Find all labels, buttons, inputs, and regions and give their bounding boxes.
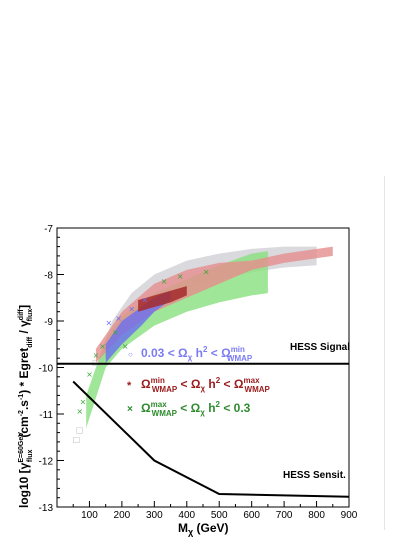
hess-signal-label: HESS Signal: [290, 342, 350, 353]
scatter-point-0: ×: [76, 407, 83, 416]
scatter-point-16: □: [92, 358, 100, 367]
x-tick-label-600: 600: [243, 510, 260, 521]
svg-text:×: ×: [127, 404, 133, 415]
data-band-3: [105, 290, 171, 363]
x-tick-label-200: 200: [114, 510, 131, 521]
y-tick-label--8: -8: [44, 271, 53, 282]
svg-text:○: ○: [128, 350, 133, 359]
x-tick-label-500: 500: [211, 510, 228, 521]
y-tick-label--10: -10: [39, 364, 54, 375]
x-tick-label-400: 400: [178, 510, 195, 521]
x-axis-ticks: 100 200 300 400 500 600 700 800 900: [72, 501, 358, 521]
data-band-4: [138, 286, 187, 312]
y-tick-label--11: -11: [39, 410, 53, 421]
legend-entry-1: ○ 0.03 < Ωχ h2 < Ωmin WMAP: [128, 345, 253, 363]
scatter-point-6: ×: [122, 342, 129, 351]
legend-entry-3: × Ωmax WMAP < Ωχ h2 < 0.3: [127, 400, 251, 418]
data-band-0: [99, 246, 317, 368]
right-edge-divider: [384, 176, 385, 530]
scatter-point-5: ×: [112, 328, 119, 337]
scatter-point-13: ×: [141, 295, 148, 304]
scatter-point-1: ×: [80, 398, 87, 407]
y-axis-ticks: -13 -12 -11 -10 -9 -8 -7: [39, 224, 64, 514]
data-band-1: [86, 251, 268, 428]
x-axis-label: Mχ (GeV): [178, 521, 229, 537]
y-tick-label--12: -12: [39, 457, 54, 468]
x-tick-label-800: 800: [308, 510, 325, 521]
y-tick-label--13: -13: [39, 503, 54, 514]
scatter-point-7: ×: [161, 277, 168, 286]
scatter-point-11: ×: [115, 314, 122, 323]
legend1-lo: 0.03 < Ω: [141, 346, 188, 360]
reference-lines: [57, 362, 350, 498]
hess-sensit-line: [72, 380, 350, 498]
legend-entry-2: * Ωmin WMAP < Ωχ h2 < Ωmax WMAP: [127, 376, 271, 394]
x-tick-label-900: 900: [341, 510, 358, 521]
svg-text:*: *: [127, 380, 132, 392]
x-tick-label-300: 300: [146, 510, 163, 521]
scatter-point-4: ×: [99, 342, 106, 351]
scatter-point-3: ×: [93, 351, 100, 360]
scatter-points: ××××××××××××××□□□: [73, 268, 210, 444]
scatter-point-2: ×: [86, 370, 93, 379]
scatter-point-10: ×: [106, 319, 113, 328]
x-tick-label-100: 100: [81, 510, 98, 521]
scatter-point-15: □: [76, 426, 84, 435]
hess-sensit-label: HESS Sensit.: [283, 470, 346, 481]
y-tick-label--7: -7: [44, 224, 53, 235]
x-tick-label-700: 700: [276, 510, 293, 521]
scatter-point-8: ×: [177, 272, 184, 281]
scatter-point-14: □: [73, 435, 81, 444]
y-tick-label--9: -9: [44, 317, 53, 328]
data-bands: [86, 246, 333, 428]
y-axis-label: log10 [γE=60GeV flux(cm-2.s-1) * Egretdif…: [17, 305, 34, 508]
scatter-point-9: ×: [203, 268, 210, 277]
scatter-point-12: ×: [128, 305, 135, 314]
